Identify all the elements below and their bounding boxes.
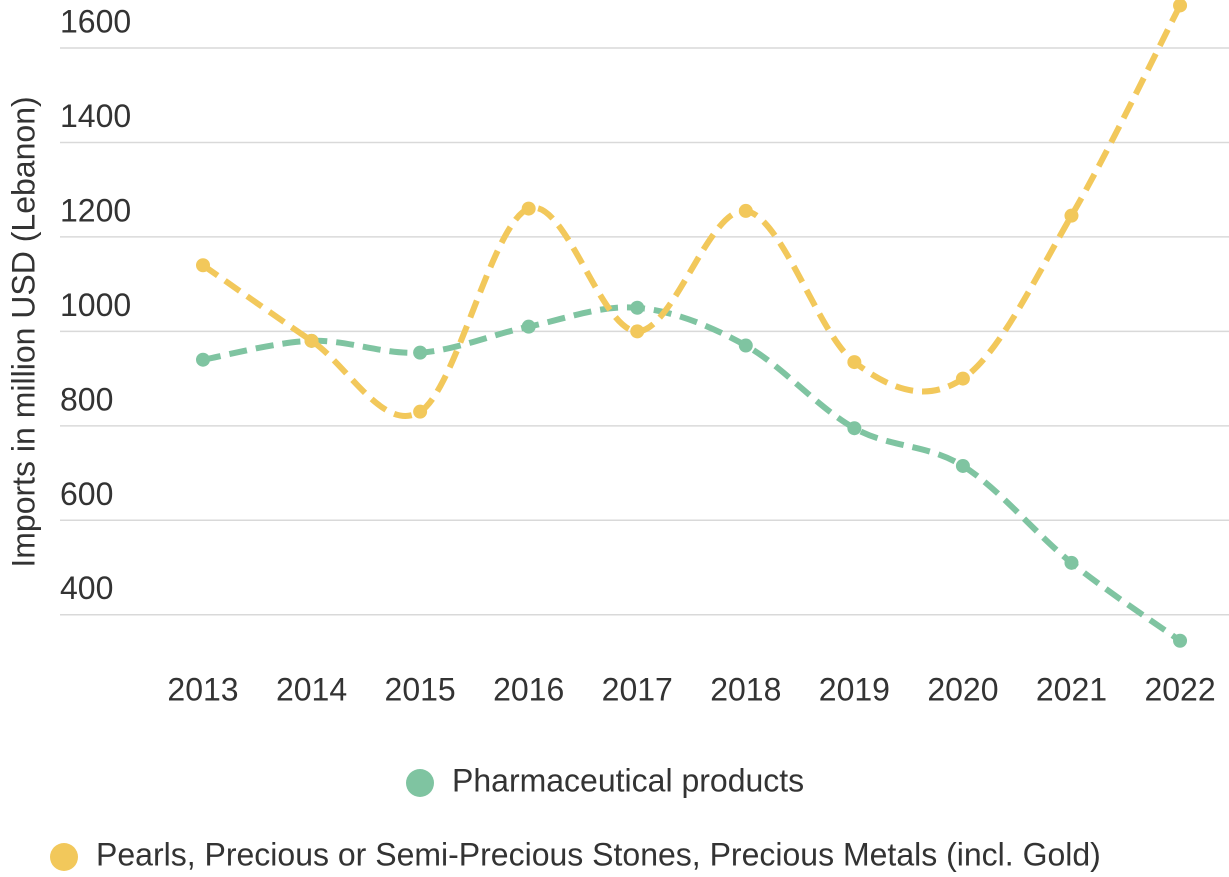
point (521, 201, 536, 216)
point (630, 300, 645, 315)
y-tick-label: 1200 (60, 192, 131, 228)
y-tick-label: 1600 (60, 3, 131, 39)
y-tick-label: 1400 (60, 98, 131, 134)
point (738, 203, 753, 218)
point (196, 352, 210, 367)
point (738, 338, 753, 353)
x-tick-label: 2015 (385, 671, 456, 707)
x-tick-label: 2019 (819, 671, 890, 707)
y-tick-label: 800 (60, 381, 113, 417)
y-tick-label: 400 (60, 570, 113, 606)
y-axis-label: Imports in million USD (Lebanon) (5, 96, 41, 567)
legend-label: Pearls, Precious or Semi-Precious Stones… (96, 836, 1101, 872)
x-tick-label: 2022 (1144, 671, 1215, 707)
x-tick-label: 2018 (710, 671, 781, 707)
x-tick-label: 2016 (493, 671, 564, 707)
legend-marker (406, 769, 434, 797)
point (413, 345, 428, 360)
legend-label: Pharmaceutical products (452, 762, 804, 798)
point (196, 258, 210, 273)
point (955, 371, 970, 386)
point (955, 458, 970, 473)
point (630, 324, 645, 339)
point (1173, 0, 1188, 13)
line (202, 304, 1182, 644)
y-tick-label: 600 (60, 476, 113, 512)
x-tick-label: 2014 (276, 671, 347, 707)
x-tick-label: 2013 (167, 671, 238, 707)
point (1173, 633, 1188, 648)
point (1064, 208, 1079, 223)
x-tick-label: 2021 (1036, 671, 1107, 707)
legend-marker (50, 843, 78, 871)
point (304, 333, 319, 348)
x-tick-label: 2017 (602, 671, 673, 707)
point (1064, 555, 1079, 570)
point (521, 319, 536, 334)
point (413, 404, 428, 419)
x-tick-label: 2020 (927, 671, 998, 707)
y-tick-label: 1000 (60, 287, 131, 323)
line (201, 4, 1183, 419)
point (847, 421, 862, 436)
point (847, 355, 862, 370)
